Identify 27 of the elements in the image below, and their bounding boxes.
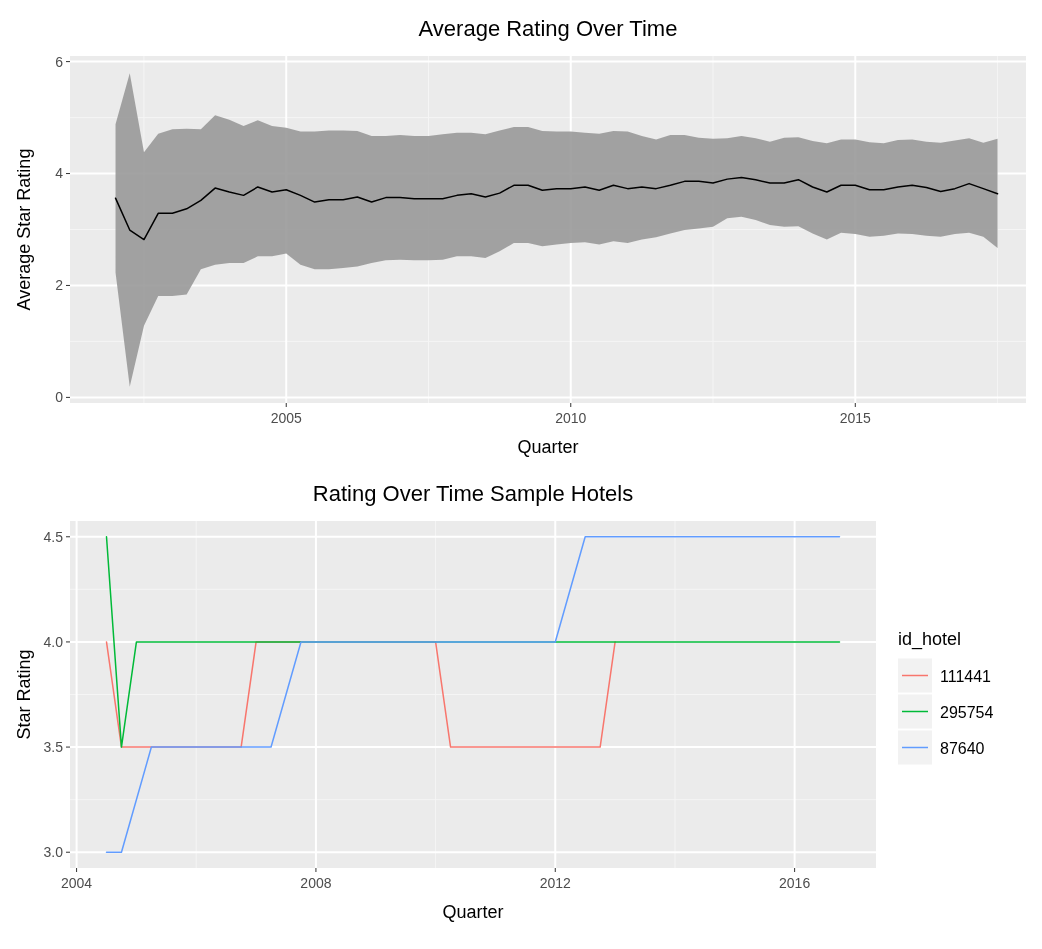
x-tick-label: 2012 [539, 875, 572, 891]
y-axis-title: Star Rating [14, 649, 34, 740]
y-axis-title: Average Star Rating [14, 148, 34, 311]
x-tick-label: 2010 [555, 410, 587, 426]
y-tick-label: 4 [55, 165, 64, 182]
x-axis-title: Quarter [442, 902, 504, 922]
y-tick-label: 0 [55, 389, 64, 406]
x-tick-label: 2005 [270, 410, 303, 426]
legend-title: id_hotel [898, 628, 962, 650]
line-series [105, 536, 841, 853]
line-series [114, 176, 999, 241]
x-axis-title: Quarter [517, 437, 579, 457]
x-tick-label: 2015 [839, 410, 872, 426]
x-tick-label: 2008 [300, 875, 332, 891]
y-tick-label: 6 [55, 53, 64, 70]
y-tick-label: 3.0 [43, 844, 64, 861]
legend-label: 111441 [940, 667, 992, 685]
chart-title: Average Rating Over Time [418, 16, 678, 41]
x-tick-label: 2004 [61, 875, 93, 891]
legend-label: 295754 [940, 703, 994, 721]
y-tick-label: 2 [55, 277, 64, 294]
y-tick-label: 4.5 [43, 528, 64, 545]
y-tick-label: 4.0 [43, 633, 64, 650]
chart-title: Rating Over Time Sample Hotels [312, 481, 634, 506]
y-tick-label: 3.5 [43, 738, 64, 755]
legend-label: 87640 [940, 739, 985, 757]
x-tick-label: 2016 [779, 875, 811, 891]
